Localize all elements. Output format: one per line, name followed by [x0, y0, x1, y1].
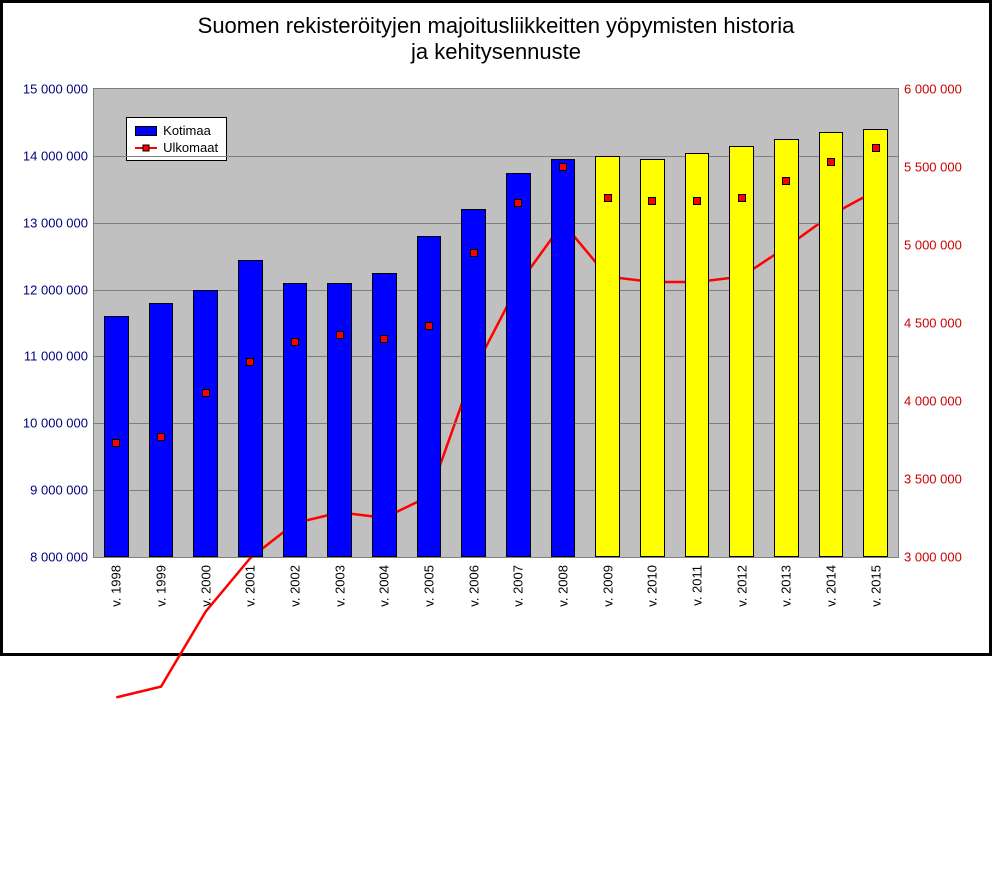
bar — [640, 159, 665, 557]
y-left-tick-label: 10 000 000 — [23, 416, 88, 431]
bar — [238, 260, 263, 558]
bar — [685, 153, 710, 557]
x-tick-label: v. 2005 — [422, 565, 437, 607]
y-left-tick-label: 8 000 000 — [30, 550, 88, 565]
y-right-tick-label: 4 500 000 — [904, 316, 962, 331]
legend-item: Kotimaa — [135, 122, 218, 139]
y-left-tick-label: 14 000 000 — [23, 148, 88, 163]
x-tick-label: v. 1998 — [109, 565, 124, 607]
line-marker — [738, 194, 746, 202]
y-right-tick-label: 3 500 000 — [904, 472, 962, 487]
x-tick-label: v. 2001 — [243, 565, 258, 607]
bar — [417, 236, 442, 557]
x-tick-label: v. 1999 — [153, 565, 168, 607]
bar — [149, 303, 174, 557]
line-marker — [291, 338, 299, 346]
bar — [551, 159, 576, 557]
x-tick-label: v. 2004 — [377, 565, 392, 607]
y-right-tick-label: 6 000 000 — [904, 82, 962, 97]
line-marker — [246, 358, 254, 366]
bar — [595, 156, 620, 557]
y-left-tick-label: 9 000 000 — [30, 483, 88, 498]
bar — [104, 316, 129, 557]
y-left-tick-label: 13 000 000 — [23, 215, 88, 230]
y-left-tick-label: 15 000 000 — [23, 82, 88, 97]
line-marker — [470, 249, 478, 257]
bar — [283, 283, 308, 557]
y-left-tick-label: 11 000 000 — [24, 349, 88, 364]
y-right-tick-label: 3 000 000 — [904, 550, 962, 565]
line-marker — [202, 389, 210, 397]
legend-label: Kotimaa — [163, 123, 211, 138]
line-marker — [425, 322, 433, 330]
bar — [506, 173, 531, 557]
x-tick-label: v. 2010 — [645, 565, 660, 607]
bar — [729, 146, 754, 557]
x-tick-label: v. 2008 — [556, 565, 571, 607]
line-marker — [559, 163, 567, 171]
y-right-tick-label: 5 000 000 — [904, 237, 962, 252]
x-tick-label: v. 2003 — [332, 565, 347, 607]
x-tick-label: v. 2006 — [466, 565, 481, 607]
chart-frame: Suomen rekisteröityjen majoitusliikkeitt… — [0, 0, 992, 656]
line-marker — [872, 144, 880, 152]
legend-label: Ulkomaat — [163, 140, 218, 155]
line-marker — [693, 197, 701, 205]
bar — [461, 209, 486, 557]
line-marker — [827, 158, 835, 166]
y-right-tick-label: 5 500 000 — [904, 159, 962, 174]
bar — [774, 139, 799, 557]
y-right-tick-label: 4 000 000 — [904, 393, 962, 408]
line-marker — [648, 197, 656, 205]
x-tick-label: v. 2012 — [734, 565, 749, 607]
x-tick-label: v. 2013 — [779, 565, 794, 607]
x-tick-label: v. 2002 — [288, 565, 303, 607]
line-marker — [157, 433, 165, 441]
x-tick-label: v. 2015 — [868, 565, 883, 607]
chart-title: Suomen rekisteröityjen majoitusliikkeitt… — [3, 13, 989, 66]
x-tick-label: v. 2011 — [690, 565, 705, 606]
legend-item: Ulkomaat — [135, 139, 218, 156]
legend: Kotimaa Ulkomaat — [126, 117, 227, 161]
plot-area: KotimaaUlkomaat 8 000 0009 000 00010 000… — [93, 88, 899, 558]
bar — [327, 283, 352, 557]
plot-wrap: KotimaaUlkomaat 8 000 0009 000 00010 000… — [93, 88, 899, 558]
bar — [863, 129, 888, 557]
line-marker — [782, 177, 790, 185]
line-marker — [112, 439, 120, 447]
line-marker — [514, 199, 522, 207]
line-marker — [604, 194, 612, 202]
y-left-tick-label: 12 000 000 — [23, 282, 88, 297]
line-marker — [380, 335, 388, 343]
x-tick-label: v. 2000 — [198, 565, 213, 607]
line-marker — [336, 331, 344, 339]
x-tick-label: v. 2009 — [600, 565, 615, 607]
bar — [193, 290, 218, 557]
bar — [819, 132, 844, 557]
x-tick-label: v. 2007 — [511, 565, 526, 607]
x-tick-label: v. 2014 — [824, 565, 839, 607]
legend-swatch-line — [135, 141, 157, 155]
legend-swatch-bar — [135, 126, 157, 136]
line-path — [116, 191, 875, 698]
bar — [372, 273, 397, 557]
